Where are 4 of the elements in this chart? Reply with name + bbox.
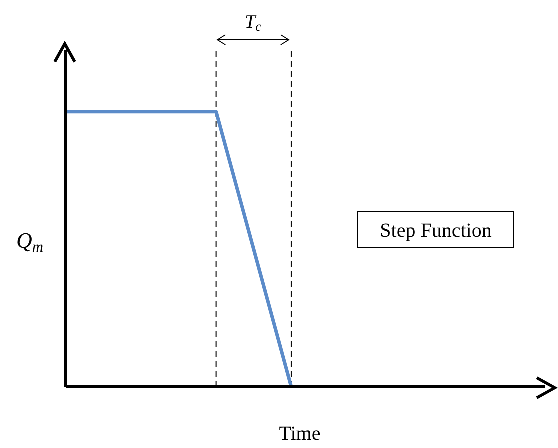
text: T$_{c}$ [245, 12, 262, 34]
y-axis-title: Q$_{m}$ [16, 228, 44, 256]
annotation: Step Function [380, 220, 492, 242]
x-axis-title: Time [279, 423, 321, 445]
